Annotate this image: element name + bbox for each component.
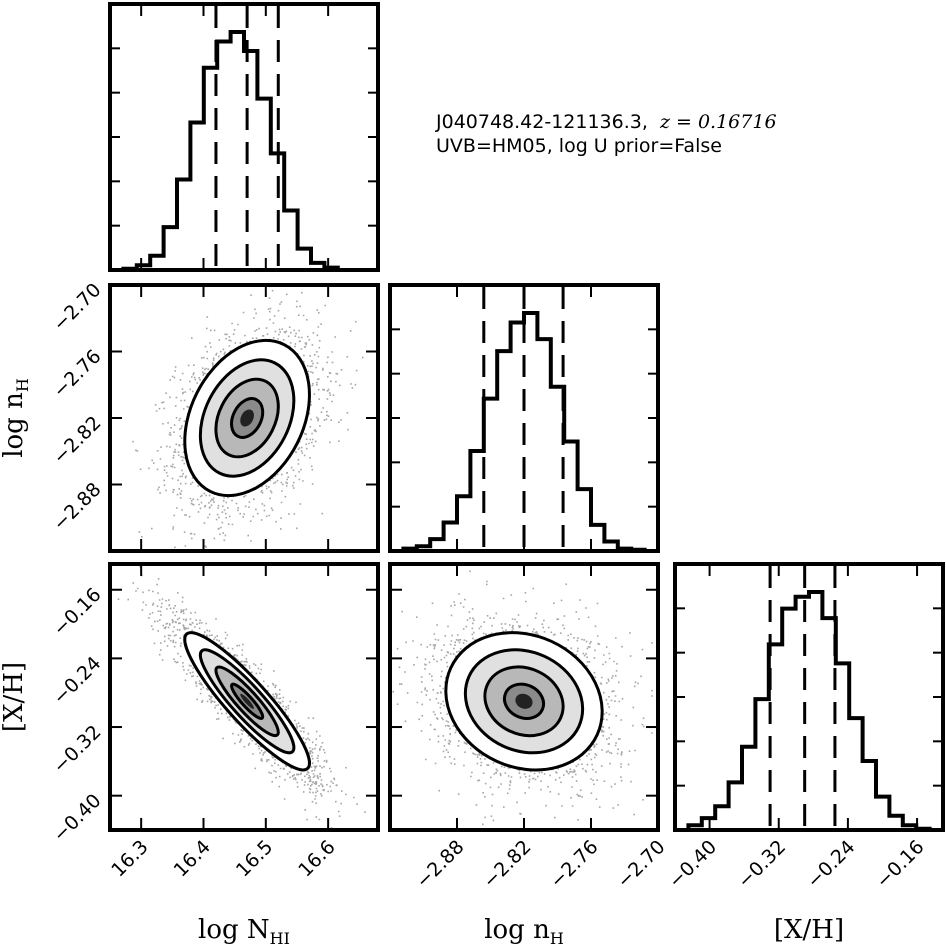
- x-axis-label-lognH: log nH: [484, 915, 564, 946]
- annotation-object: J040748.42-121136.3,: [435, 111, 648, 133]
- density-peak: [240, 693, 254, 709]
- x-tick-label: 16.6: [294, 836, 339, 881]
- y-tick-label: −0.16: [49, 584, 106, 641]
- ticks: [140, 4, 330, 270]
- histogram-panel-XH: [675, 566, 943, 832]
- x-axis-label-XH: [X/H]: [774, 915, 844, 945]
- density-panel-logNHI-lognH: [131, 289, 364, 551]
- histogram-frame-XH: [673, 562, 945, 832]
- histogram-frame-logNHI: [108, 2, 380, 272]
- x-tick-label: 16.3: [107, 836, 152, 881]
- annotation-line-2: UVB=HM05, log U prior=False: [436, 135, 722, 157]
- x-axis-label-logNHI: log NHI: [198, 915, 290, 946]
- density-panel-logNHI-XH: [117, 566, 366, 830]
- histogram-panel-lognH: [390, 287, 658, 553]
- ticks: 16.3 16.4 16.5 16.6 −0.40 −0.32 −0.24 −0.16: [49, 564, 378, 881]
- y-tick-label: −2.82: [49, 412, 106, 469]
- x-tick-label: −0.40: [664, 836, 721, 893]
- y-tick-label: −0.40: [49, 790, 106, 847]
- y-tick-label: −0.24: [49, 652, 106, 709]
- histogram-panel-logNHI: [110, 6, 378, 272]
- annotation-redshift: z = 0.16716: [659, 111, 777, 133]
- density-frame-logNHI-XH: [108, 562, 380, 832]
- density-peak: [515, 693, 533, 709]
- histogram-line: [110, 30, 378, 272]
- x-tick-label: −0.32: [734, 836, 791, 893]
- ticks: −0.40 −0.32 −0.24 −0.16: [664, 564, 929, 893]
- y-tick-label: −2.76: [49, 345, 106, 402]
- x-tick-label: −2.82: [479, 836, 536, 893]
- x-tick-label: −2.70: [613, 836, 670, 893]
- density-peak: [240, 409, 254, 427]
- y-tick-label: −0.32: [49, 721, 106, 778]
- x-tick-label: −2.76: [546, 836, 603, 893]
- y-tick-label: −2.70: [49, 279, 106, 336]
- x-tick-label: −0.16: [872, 836, 929, 893]
- x-tick-label: −0.24: [803, 836, 860, 893]
- annotation-line-1: J040748.42-121136.3, z = 0.16716: [435, 111, 777, 133]
- x-tick-label: −2.88: [412, 836, 469, 893]
- x-tick-label: 16.5: [232, 836, 277, 881]
- y-axis-label-lognH: log nH: [0, 378, 32, 458]
- y-tick-label: −2.88: [49, 478, 106, 535]
- histogram-line: [675, 590, 943, 832]
- density-panel-lognH-XH: [390, 564, 658, 830]
- x-tick-label: 16.4: [170, 836, 215, 881]
- histogram-line: [390, 311, 658, 553]
- y-axis-label-XH: [X/H]: [0, 662, 29, 732]
- ticks: [456, 285, 659, 551]
